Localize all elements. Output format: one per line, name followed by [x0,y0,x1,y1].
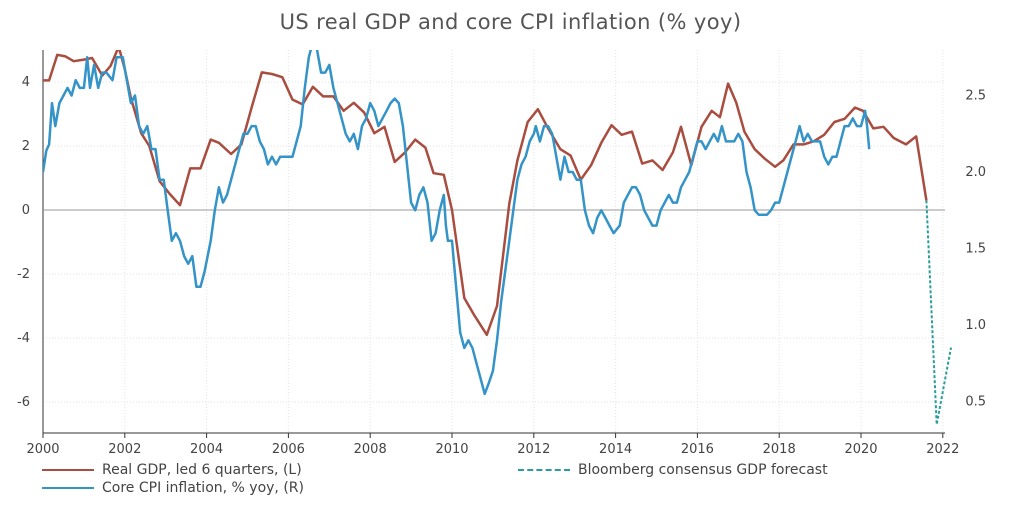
legend-swatch-forecast [518,469,570,471]
x-tick-label: 2010 [435,442,468,457]
legend-swatch-cpi [42,487,94,489]
axes [42,50,945,438]
series-line-real-gdp [43,50,928,337]
x-tick-label: 2006 [272,442,305,457]
x-tick-label: 2002 [108,442,141,457]
legend-swatch-gdp [42,469,94,471]
x-tick-label: 2004 [190,442,223,457]
tick-labels: 2000 2002 2004 2006 2008 2010 2012 2014 2016 2018… [17,75,986,457]
x-tick-label: 2008 [354,442,387,457]
left-tick-label: 4 [22,75,30,90]
left-tick-label: -2 [17,267,30,282]
legend-label-gdp: Real GDP, led 6 quarters, (L) [102,462,302,478]
x-tick-label: 2016 [681,442,714,457]
x-tick-label: 2020 [844,442,877,457]
x-tick-label: 2014 [599,442,632,457]
right-tick-label: 0.5 [965,395,986,410]
legend-label-forecast: Bloomberg consensus GDP forecast [578,462,828,478]
left-tick-label: -4 [17,331,30,346]
left-tick-label: 0 [22,203,30,218]
left-tick-label: 2 [22,139,30,154]
right-tick-label: 1.0 [965,318,986,333]
legend-item-forecast: Bloomberg consensus GDP forecast [518,462,828,478]
legend-item-gdp: Real GDP, led 6 quarters, (L) [42,462,302,478]
legend-item-cpi: Core CPI inflation, % yoy, (R) [42,480,304,496]
chart-title: US real GDP and core CPI inflation (% yo… [279,10,742,34]
x-tick-label: 2012 [517,442,550,457]
x-tick-label: 2018 [763,442,796,457]
x-tick-label: 2000 [26,442,59,457]
gridlines [42,50,945,433]
series-line-core-cpi [43,50,871,396]
x-tick-label: 2022 [926,442,959,457]
right-tick-label: 1.5 [965,242,986,257]
left-tick-label: -6 [17,395,30,410]
right-tick-label: 2.5 [965,89,986,104]
series-line-gdp-forecast [925,200,952,426]
right-tick-label: 2.0 [965,165,986,180]
legend-label-cpi: Core CPI inflation, % yoy, (R) [102,480,304,496]
series-lines [43,50,952,426]
